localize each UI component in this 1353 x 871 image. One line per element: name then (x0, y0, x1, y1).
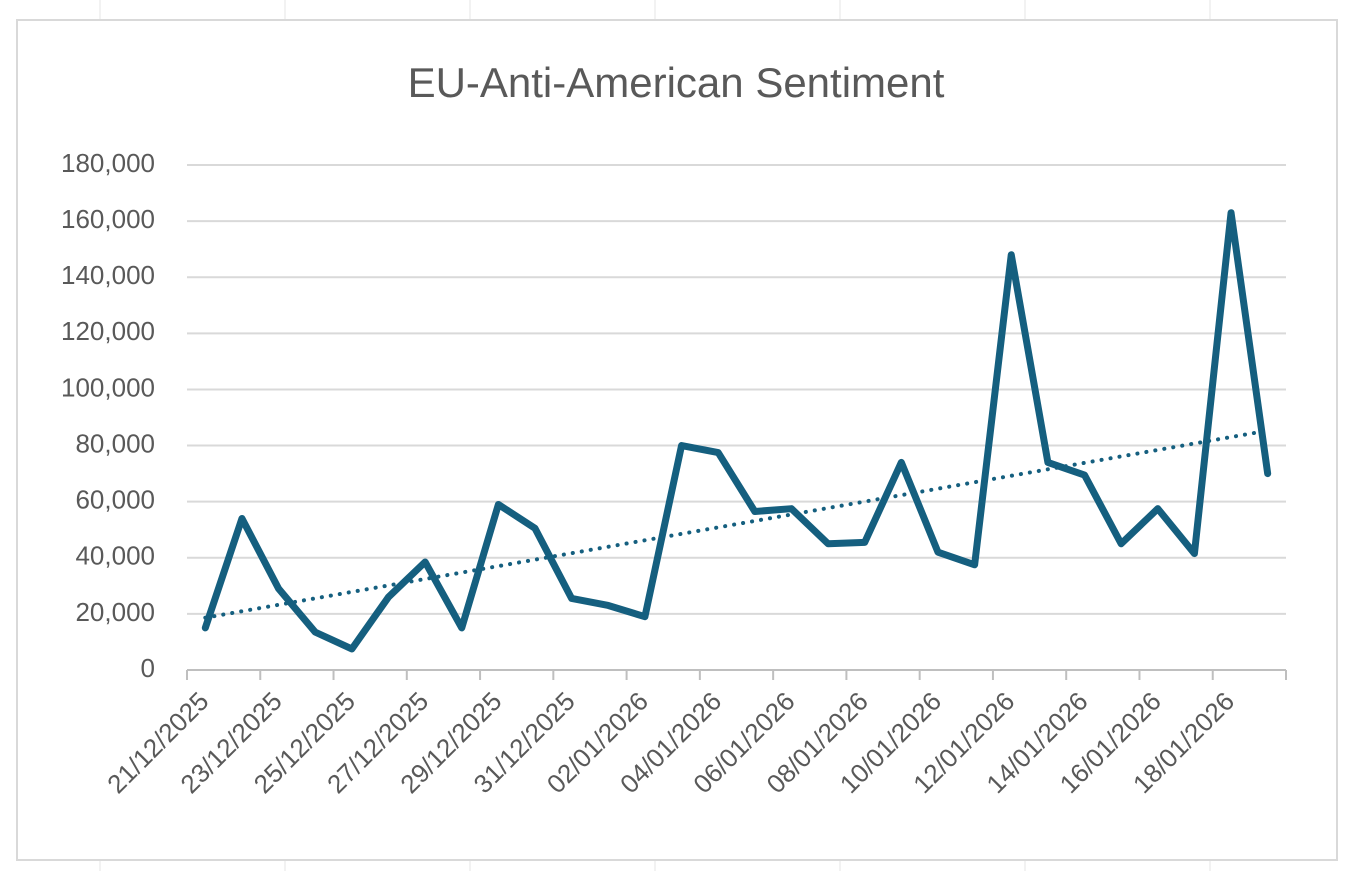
y-tick-label: 180,000 (61, 148, 155, 178)
chart-frame (16, 19, 1338, 861)
chart-title: EU-Anti-American Sentiment (408, 59, 945, 106)
y-tick-label: 20,000 (75, 597, 155, 627)
trendline (203, 428, 1270, 620)
y-tick-label: 60,000 (75, 485, 155, 515)
y-tick-label: 140,000 (61, 260, 155, 290)
data-line (201, 209, 1272, 653)
y-tick-label: 100,000 (61, 372, 155, 402)
y-tick-label: 120,000 (61, 316, 155, 346)
y-tick-label: 40,000 (75, 541, 155, 571)
y-tick-label: 160,000 (61, 204, 155, 234)
y-tick-label: 0 (141, 653, 155, 683)
y-tick-label: 80,000 (75, 428, 155, 458)
